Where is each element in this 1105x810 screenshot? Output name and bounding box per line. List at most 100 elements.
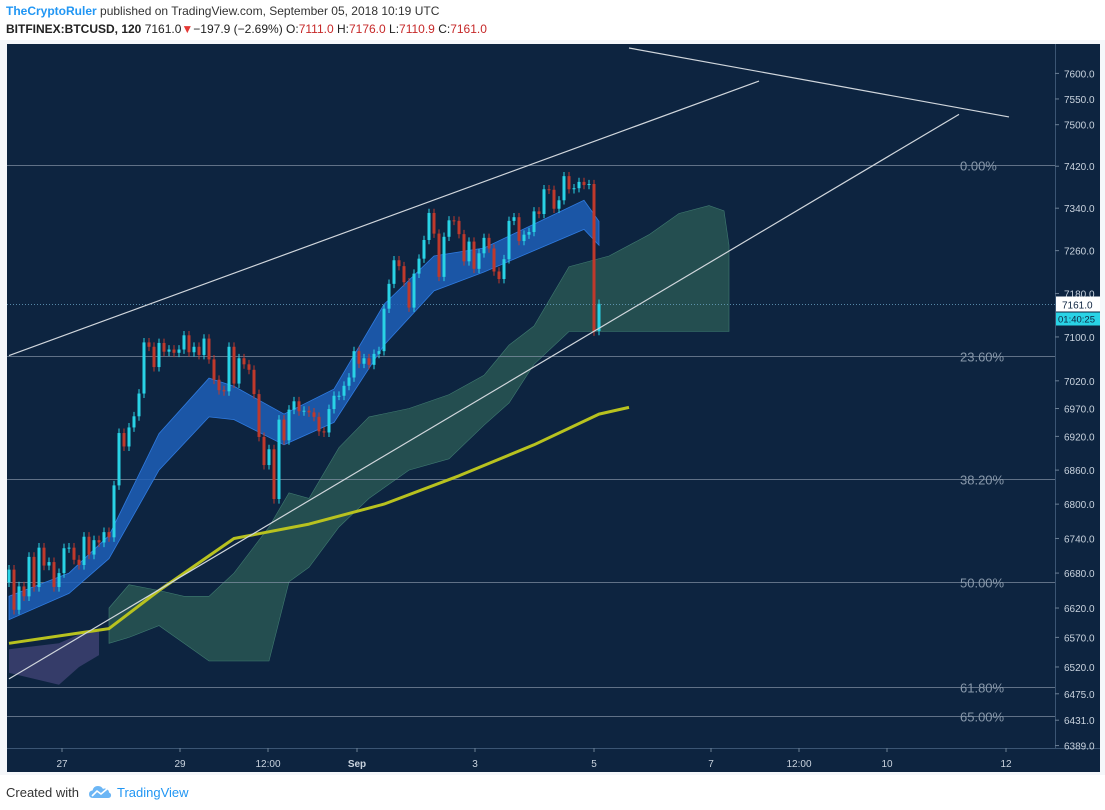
y-tick-label-5: 7260.0: [1064, 247, 1095, 258]
candle-body-24: [127, 427, 131, 447]
y-tick-label-16: 6570.0: [1064, 633, 1095, 644]
candle-body-83: [422, 239, 426, 259]
chart-area[interactable]: 0.00% 23.60% 38.20% 50.00% 61.80% 65.00% 7600.…: [0, 40, 1105, 775]
candle-body-67: [342, 385, 346, 396]
candle-body-81: [412, 273, 416, 308]
candle-body-94: [477, 253, 481, 269]
candle-body-9: [52, 562, 56, 588]
last-price-tag: [1056, 296, 1100, 312]
candle-body-88: [447, 220, 451, 237]
y-tick-label-11: 6860.0: [1064, 466, 1095, 477]
candle-body-30: [157, 342, 161, 368]
trendline-2: [628, 47, 1010, 118]
x-tick-label-2: 12:00: [255, 759, 280, 770]
candle-body-11: [62, 548, 66, 574]
plot-layer: [7, 47, 1055, 717]
y-tick-label-9: 6970.0: [1064, 405, 1095, 416]
candle-body-116: [587, 184, 591, 186]
candle-body-110: [557, 200, 561, 209]
open-value: 7111.0: [298, 22, 334, 36]
candle-body-48: [247, 364, 251, 370]
candle-body-108: [547, 189, 551, 191]
countdown-tag-label: 01:40:25: [1058, 315, 1095, 326]
candle-body-3: [22, 586, 26, 597]
candle-body-78: [397, 260, 401, 267]
last-price: 7161.0: [144, 22, 182, 36]
candle-body-10: [57, 573, 61, 588]
candle-body-47: [242, 358, 246, 365]
candle-body-40: [207, 338, 211, 360]
chart-header: TheCryptoRuler published on TradingView.…: [0, 0, 1105, 40]
symbol-label: BITFINEX:BTCUSD, 120: [6, 22, 142, 36]
candle-body-51: [262, 436, 266, 466]
y-tick-label-12: 6800.0: [1064, 500, 1095, 511]
candle-body-6: [37, 547, 41, 588]
candle-body-89: [452, 220, 456, 222]
y-tick-label-19: 6431.0: [1064, 716, 1095, 727]
candle-body-113: [572, 188, 576, 190]
candle-body-45: [232, 346, 236, 384]
open-label: O:: [286, 22, 299, 36]
candle-body-21: [112, 485, 116, 538]
candle-body-25: [132, 416, 136, 428]
candle-body-15: [82, 536, 86, 565]
x-tick-label-9: 12: [1000, 759, 1012, 770]
candle-body-87: [442, 236, 446, 277]
close-value: 7161.0: [450, 22, 487, 36]
candle-body-58: [297, 401, 301, 412]
y-tick-label-6: 7180.0: [1064, 290, 1095, 301]
candle-body-27: [142, 342, 146, 394]
candle-body-97: [492, 248, 496, 272]
candle-body-4: [27, 556, 31, 597]
ichimoku-cloud-bearish: [9, 631, 99, 685]
candle-body-90: [457, 220, 461, 235]
y-tick-label-14: 6680.0: [1064, 569, 1095, 580]
plot-background: [7, 44, 1055, 748]
candle-body-100: [507, 220, 511, 260]
candle-body-93: [472, 241, 476, 269]
candle-body-96: [487, 237, 491, 249]
y-tick-label-2: 7500.0: [1064, 121, 1095, 132]
candle-body-74: [377, 351, 381, 354]
candle-body-118: [597, 303, 601, 331]
candle-body-102: [517, 217, 521, 242]
x-tick-label-8: 10: [881, 759, 893, 770]
candle-body-85: [432, 212, 436, 234]
y-tick-label-4: 7340.0: [1064, 204, 1095, 215]
candle-body-5: [32, 556, 36, 588]
price-change: −197.9 (−2.69%): [193, 22, 283, 36]
candle-body-28: [147, 342, 151, 347]
low-label: L:: [389, 22, 400, 36]
candle-body-70: [357, 351, 361, 364]
candle-body-57: [292, 401, 296, 410]
y-tick-label-7: 7100.0: [1064, 333, 1095, 344]
candle-body-66: [337, 395, 341, 397]
candle-body-46: [237, 358, 241, 384]
candle-body-62: [317, 416, 321, 432]
time-axis-background: [7, 748, 1100, 772]
down-arrow-icon: ▼: [181, 22, 194, 36]
x-tick-label-4: 3: [472, 759, 478, 770]
candle-body-84: [427, 212, 431, 240]
x-tick-label-0: 27: [56, 759, 68, 770]
publish-line: TheCryptoRuler published on TradingView.…: [6, 4, 439, 18]
candle-body-38: [197, 346, 201, 355]
candle-body-53: [272, 449, 276, 500]
candle-body-73: [372, 353, 376, 365]
candle-body-54: [277, 419, 281, 500]
tradingview-cloud-icon[interactable]: [88, 783, 112, 801]
candle-body-105: [532, 211, 536, 233]
candle-body-112: [567, 176, 571, 190]
x-tick-label-3: Sep: [348, 759, 366, 770]
tradingview-brand[interactable]: TradingView: [117, 785, 189, 800]
candle-body-44: [227, 346, 231, 392]
price-chart[interactable]: 0.00% 23.60% 38.20% 50.00% 61.80% 65.00% 7600.…: [0, 40, 1105, 775]
candle-body-76: [387, 283, 391, 309]
candle-body-82: [417, 258, 421, 274]
candle-body-36: [187, 335, 191, 353]
y-tick-label-13: 6740.0: [1064, 534, 1095, 545]
candle-body-99: [502, 259, 506, 280]
candle-body-114: [577, 181, 581, 189]
candle-body-42: [217, 379, 221, 391]
author-link[interactable]: TheCryptoRuler: [6, 4, 97, 18]
